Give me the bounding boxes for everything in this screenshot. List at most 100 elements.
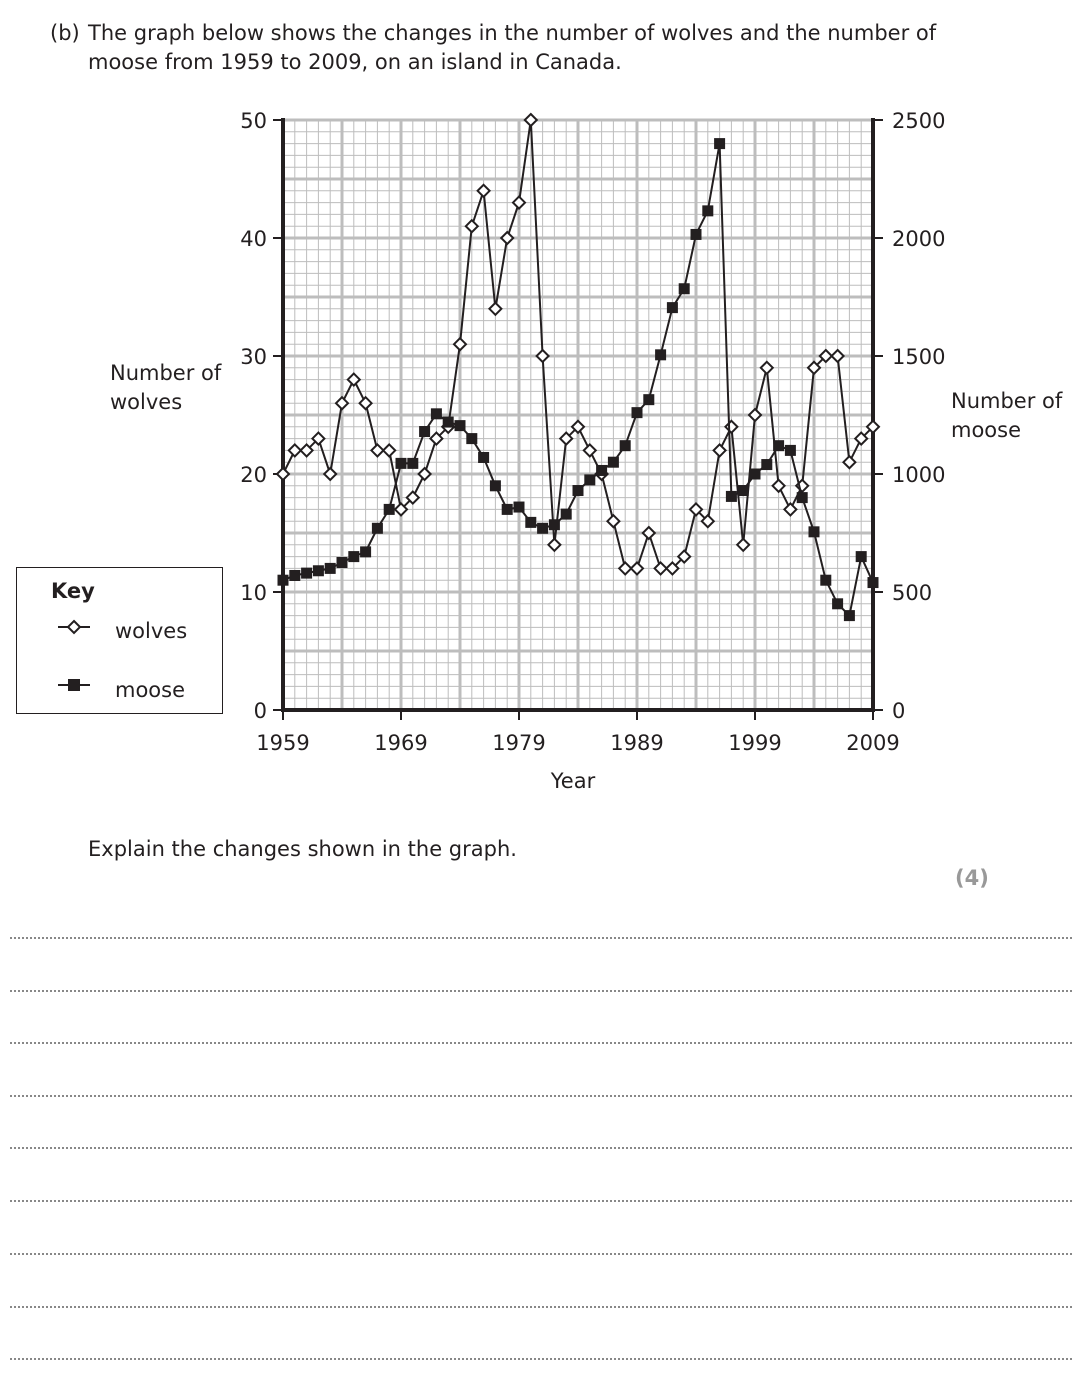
answer-line[interactable] [10, 1042, 1072, 1044]
y-left-label-line1: Number of [110, 361, 222, 385]
wolves-point [641, 525, 657, 541]
wolves-point [664, 560, 680, 576]
moose-point [454, 420, 466, 432]
moose-point [761, 459, 773, 471]
moose-point [773, 440, 785, 452]
answer-line[interactable] [10, 1200, 1072, 1202]
wolves-point [818, 348, 834, 364]
moose-point [796, 492, 808, 504]
x-axis-label: Year [550, 769, 596, 793]
moose-point [832, 598, 844, 610]
wolves-point [605, 513, 621, 529]
y-right-tick-label: 2000 [892, 227, 945, 251]
wolves-point [700, 513, 716, 529]
moose-point [867, 577, 879, 589]
question-text: The graph below shows the changes in the… [88, 21, 937, 74]
y-right-tick-label: 500 [892, 581, 932, 605]
y-right-tick-label: 1500 [892, 345, 945, 369]
moose-point [596, 464, 608, 476]
wolves-point [310, 431, 326, 447]
series [275, 112, 881, 622]
moose-point [643, 394, 655, 406]
y-right-tick-label: 2500 [892, 109, 945, 133]
wolves-point [452, 336, 468, 352]
x-tick-label: 1969 [374, 731, 427, 755]
wolves-point [275, 466, 291, 482]
legend-wolves-marker [66, 619, 82, 635]
legend-moose-label: moose [115, 678, 185, 702]
answer-line[interactable] [10, 1306, 1072, 1308]
wolves-point [405, 490, 421, 506]
wolves-point [582, 442, 598, 458]
moose-point [619, 440, 631, 452]
answer-line[interactable] [10, 937, 1072, 939]
answer-line[interactable] [10, 1253, 1072, 1255]
wolves-point [476, 183, 492, 199]
moose-point [419, 426, 431, 438]
moose-point [820, 574, 832, 586]
moose-point [548, 519, 560, 531]
moose-point [537, 522, 549, 534]
answer-line[interactable] [10, 1147, 1072, 1149]
moose-point [843, 610, 855, 622]
moose-point [360, 546, 372, 558]
wolves-point [759, 360, 775, 376]
wolves-point [393, 501, 409, 517]
wolves-point [535, 348, 551, 364]
y-left-tick-label: 40 [240, 227, 267, 251]
wolves-point [653, 560, 669, 576]
moose-point [312, 565, 324, 577]
moose-point [478, 451, 490, 463]
wolves-point [546, 537, 562, 553]
moose-point [489, 480, 501, 492]
moose-point [749, 468, 761, 480]
moose-point [301, 567, 313, 579]
legend-box [16, 567, 223, 714]
y-right-tick-label: 1000 [892, 463, 945, 487]
moose-point [277, 574, 289, 586]
answer-line[interactable] [10, 1358, 1072, 1360]
wolves-point [853, 431, 869, 447]
x-tick-label: 1979 [492, 731, 545, 755]
y-left-tick-label: 30 [240, 345, 267, 369]
moose-point [383, 503, 395, 515]
x-tick-label: 2009 [846, 731, 899, 755]
wolves-point [381, 442, 397, 458]
wolves-point [334, 395, 350, 411]
wolves-point [629, 560, 645, 576]
grid [281, 118, 875, 712]
answer-line[interactable] [10, 990, 1072, 992]
y-right-label-line1: Number of [951, 389, 1063, 413]
moose-point [407, 457, 419, 469]
wolves-point [688, 501, 704, 517]
moose-point [714, 138, 726, 150]
wolves-point [570, 419, 586, 435]
wolves-point [558, 431, 574, 447]
wolves-point [417, 466, 433, 482]
wolves-point [322, 466, 338, 482]
y-left-tick-label: 0 [254, 699, 267, 723]
y-right-label-line2: moose [951, 418, 1021, 442]
legend-title: Key [51, 579, 95, 603]
y-left-tick-label: 20 [240, 463, 267, 487]
moose-point [690, 228, 702, 240]
moose-point [666, 302, 678, 314]
wolves-point [676, 549, 692, 565]
wolves-point [806, 360, 822, 376]
moose-point [501, 503, 513, 515]
legend-moose-marker [68, 679, 80, 691]
wolves-point [523, 112, 539, 128]
answer-line[interactable] [10, 1095, 1072, 1097]
y-left-tick-label: 50 [240, 109, 267, 133]
moose-point [289, 569, 301, 581]
wolves-point [723, 419, 739, 435]
wolves-point [464, 218, 480, 234]
moose-point [371, 522, 383, 534]
wolves-point [299, 442, 315, 458]
question-label: (b) [50, 21, 80, 45]
y-left-tick-label: 10 [240, 581, 267, 605]
moose-point [336, 557, 348, 568]
moose-point [808, 526, 820, 538]
moose-point [525, 516, 537, 528]
